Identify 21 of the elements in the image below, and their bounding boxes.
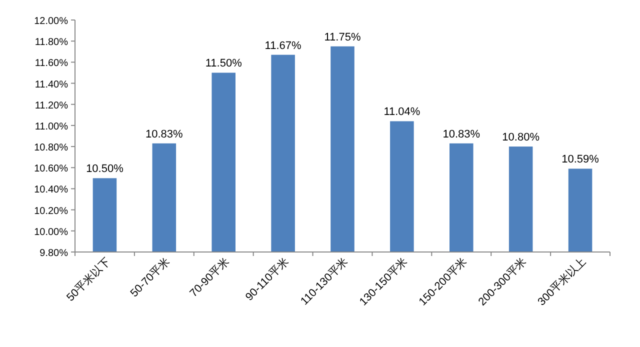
y-tick-label: 11.00% [34,121,68,132]
data-label: 10.59% [562,154,600,166]
data-label: 11.50% [205,58,242,70]
y-tick-label: 11.20% [34,100,68,112]
x-tick-label: 300平米以上 [535,254,588,308]
y-tick-label: 11.60% [34,58,68,70]
data-label: 11.75% [324,31,361,44]
data-label: 10.83% [442,128,480,140]
data-label: 11.67% [264,40,302,52]
y-tick-label: 10.60% [34,164,68,175]
data-label: 11.04% [384,106,420,118]
data-label: 10.50% [86,163,124,176]
y-tick-label: 10.40% [34,184,68,196]
y-tick-label: 12.00% [34,16,68,27]
data-label: 10.83% [146,128,184,140]
y-tick-label: 10.20% [34,206,68,217]
y-tick-label: 10.00% [34,226,68,238]
data-label: 10.80% [502,132,540,144]
y-tick-label: 10.80% [34,142,68,154]
y-tick-label: 11.40% [34,79,68,90]
y-tick-label: 11.80% [34,37,68,48]
